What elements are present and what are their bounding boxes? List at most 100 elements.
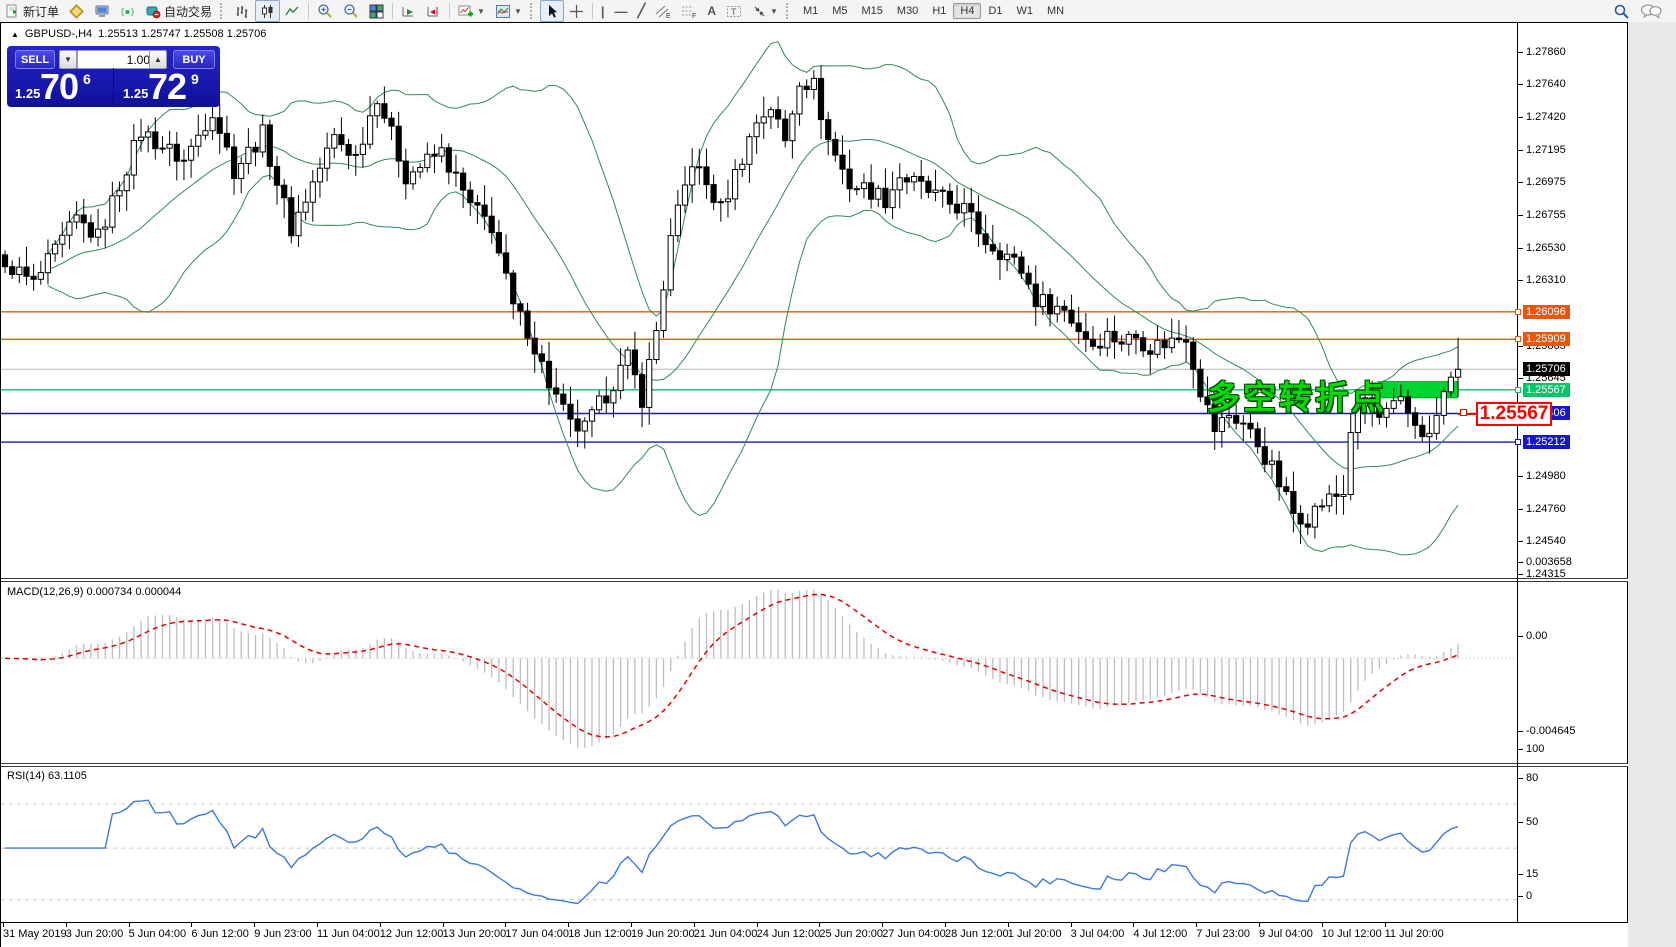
- timeframe-button-M30[interactable]: M30: [896, 5, 919, 17]
- macd-pane[interactable]: [1, 578, 1517, 759]
- axis-tick-label: 1.26975: [1526, 176, 1566, 189]
- timeframe-button-H4[interactable]: H4: [953, 3, 982, 19]
- profiles-icon: [495, 4, 510, 18]
- new-order-label: 新订单: [23, 4, 60, 19]
- price-line-label-1.26096: 1.26096: [1523, 304, 1570, 319]
- axis-tick-label: 0.003658: [1526, 555, 1572, 568]
- channel-icon: E: [656, 5, 671, 19]
- axis-tick-label: 1.24540: [1526, 535, 1566, 548]
- cursor-tool-button[interactable]: [539, 0, 564, 22]
- new-order-button[interactable]: 新订单: [0, 0, 64, 22]
- timeframe-button-M1[interactable]: M1: [802, 5, 819, 17]
- autotrading-button[interactable]: 自动交易: [140, 0, 217, 22]
- terminal-button[interactable]: [89, 0, 115, 22]
- axis-tick-label: 50: [1526, 816, 1539, 829]
- rsi-pane[interactable]: [1, 767, 1517, 922]
- timeframe-button-M15[interactable]: M15: [861, 5, 883, 17]
- panel-divider: [113, 68, 114, 105]
- new-chart-dropdown[interactable]: ▼: [453, 0, 490, 22]
- fibonacci-tool[interactable]: F: [676, 0, 702, 22]
- auto-scroll-button[interactable]: [396, 0, 421, 22]
- line-anchor-marker[interactable]: [1515, 308, 1521, 315]
- tile-windows-button[interactable]: [364, 0, 389, 22]
- time-axis-label: 5 Jun 04:00: [128, 928, 187, 940]
- axis-tick-label: 1.24760: [1526, 502, 1566, 515]
- svg-text:F: F: [692, 13, 696, 19]
- chart-shift-icon: [427, 6, 439, 16]
- toolbar-drag-handle[interactable]: [529, 3, 537, 19]
- time-axis-label: 9 Jul 04:00: [1259, 928, 1313, 940]
- rsi-line: [5, 799, 1459, 905]
- bollinger-bands: [47, 41, 1459, 556]
- line-chart-button[interactable]: [280, 0, 305, 22]
- turning-point-annotation[interactable]: 多空转折点: [1207, 379, 1387, 416]
- toolbar-drag-handle[interactable]: [220, 3, 227, 19]
- chart-symbol-title: GBPUSD-,H4: [24, 28, 93, 40]
- volume-increase-button[interactable]: ▲: [149, 50, 167, 69]
- zoom-out-button[interactable]: [338, 0, 364, 22]
- axis-tick-label: 1.27640: [1526, 78, 1566, 91]
- line-anchor-marker[interactable]: [1515, 336, 1521, 343]
- caret-down-icon: ▼: [477, 6, 485, 16]
- time-axis[interactable]: 31 May 2019 3 Jun 20:00 5 Jun 04:00 6 Jun 1…: [1, 922, 1628, 947]
- toolbar-drag-handle[interactable]: [785, 3, 793, 19]
- sell-button[interactable]: SELL: [15, 50, 55, 69]
- axis-tick-label: 80: [1526, 772, 1539, 784]
- axis-tick-label: 1.27860: [1526, 45, 1566, 58]
- horizontal-line-tool[interactable]: —: [614, 3, 628, 19]
- chat-icon[interactable]: [1640, 3, 1662, 19]
- tile-windows-icon: [369, 4, 384, 18]
- timeframe-button-MN[interactable]: MN: [1047, 5, 1065, 17]
- crosshair-tool-button[interactable]: [564, 0, 589, 22]
- sell-price[interactable]: 1.25 70 6: [15, 66, 91, 107]
- text-label-tool[interactable]: T: [721, 0, 747, 22]
- search-icon[interactable]: [1613, 3, 1630, 20]
- trendline-tool[interactable]: ╱: [637, 3, 646, 18]
- arrows-icon: [754, 6, 765, 16]
- main-price-pane[interactable]: [1, 23, 1517, 578]
- timeframe-button-W1[interactable]: W1: [1016, 5, 1034, 17]
- time-axis-label: 24 Jun 12:00: [756, 928, 821, 940]
- chart-shift-button[interactable]: [421, 0, 446, 22]
- price-callout-anchor[interactable]: [1460, 409, 1467, 416]
- timeframe-button-D1[interactable]: D1: [988, 5, 1003, 17]
- time-axis-label: 6 Jun 12:00: [191, 928, 249, 940]
- price-axis[interactable]: 1.27860 1.27640 1.27420 1.27195 1.26975 1.267…: [1515, 23, 1628, 922]
- symbols-button[interactable]: [64, 0, 89, 22]
- line-anchor-marker[interactable]: [1515, 386, 1521, 393]
- pane-splitter-macd[interactable]: [1, 578, 1628, 582]
- new-order-icon: [6, 4, 17, 17]
- volume-decrease-button[interactable]: ▼: [59, 50, 77, 69]
- volume-input[interactable]: [77, 50, 157, 69]
- equidistant-channel-tool[interactable]: E: [650, 0, 676, 22]
- vertical-line-tool[interactable]: |: [600, 3, 605, 19]
- time-axis-label: 1 Jul 20:00: [1007, 928, 1062, 940]
- one-click-trading-panel: SELL ▼ ▲ BUY 1.25 70 6 1.25 72 9: [7, 46, 220, 107]
- time-axis-label: 3 Jul 04:00: [1070, 928, 1125, 940]
- timeframe-button-M5[interactable]: M5: [832, 5, 848, 17]
- autotrading-label: 自动交易: [164, 4, 213, 19]
- panel-collapse-toggle[interactable]: ▲: [11, 29, 19, 39]
- buy-button[interactable]: BUY: [173, 50, 215, 69]
- timeframe-bar: M1 M5 M15 M30 H1 H4 D1 W1 MN: [796, 3, 1071, 19]
- buy-price[interactable]: 1.25 72 9: [123, 66, 199, 107]
- price-callout-label[interactable]: 1.25567: [1476, 402, 1552, 426]
- time-axis-label: 11 Jun 04:00: [317, 928, 380, 940]
- timeframe-button-H1[interactable]: H1: [932, 5, 947, 17]
- line-anchor-marker[interactable]: [1515, 439, 1521, 446]
- toolbar: 新订单 自动交易 ▼ ▼: [0, 0, 1676, 23]
- pane-splitter-rsi[interactable]: [1, 763, 1628, 767]
- zoom-in-button[interactable]: [312, 0, 338, 22]
- price-callout-connector: [1458, 413, 1476, 415]
- axis-tick-label: 0.00: [1526, 630, 1548, 643]
- chart-window: 1.27860 1.27640 1.27420 1.27195 1.26975 1.267…: [0, 22, 1628, 947]
- price-line-label-1.25706: 1.25706: [1523, 362, 1570, 377]
- bar-chart-button[interactable]: [230, 0, 255, 22]
- signals-button[interactable]: [115, 0, 140, 22]
- arrows-tool-dropdown[interactable]: ▼: [747, 0, 783, 22]
- candlestick-chart-button[interactable]: [255, 0, 281, 22]
- profiles-dropdown[interactable]: ▼: [490, 0, 527, 22]
- text-tool[interactable]: A: [707, 4, 717, 18]
- time-axis-label: 10 Jul 12:00: [1321, 928, 1382, 940]
- terminal-icon: [95, 5, 109, 17]
